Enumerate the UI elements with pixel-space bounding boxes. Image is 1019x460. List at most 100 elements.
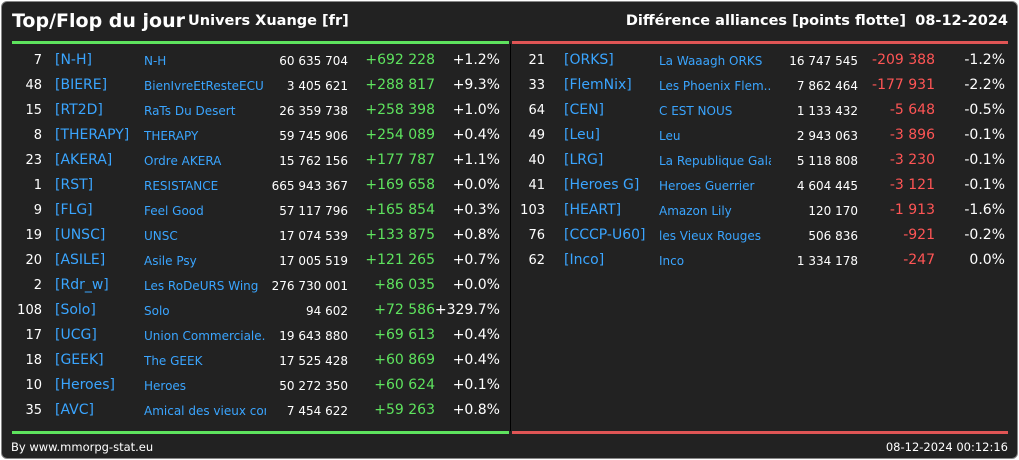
alliance-points: 1 334 178	[796, 254, 858, 268]
alliance-rank: 64	[528, 103, 545, 118]
alliance-tag-link[interactable]: [CEN]	[564, 102, 605, 118]
alliance-pct: -0.2%	[964, 227, 1005, 243]
alliance-name-link[interactable]: Heroes Guerrier	[659, 179, 755, 193]
alliance-name-link[interactable]: Les RoDeURS Wing	[144, 279, 259, 293]
alliance-diff: -3 230	[889, 152, 935, 168]
alliance-diff: +258 398	[365, 102, 435, 118]
alliance-rank: 41	[528, 178, 545, 193]
alliance-row: 18 [GEEK] The GEEK 17 525 428 +60 869 +0.4%	[2, 347, 509, 372]
page-title: Top/Flop du jour	[12, 10, 185, 32]
alliance-name-link[interactable]: BienIvreEtResteECU	[144, 79, 264, 93]
bottom-bar-green	[12, 431, 509, 434]
alliance-row: 64 [CEN] C EST NOUS 1 133 432 -5 648 -0.5%	[512, 97, 1017, 122]
alliance-row: 48 [BIERE] BienIvreEtResteECU 3 405 621 +288…	[2, 72, 509, 97]
alliance-tag-link[interactable]: [UCG]	[55, 327, 97, 343]
alliance-row: 35 [AVC] Amical des vieux con 7 454 622 +59 …	[2, 397, 509, 422]
alliance-name-link[interactable]: La Waaagh ORKS	[659, 54, 763, 68]
alliance-name-link[interactable]: Amazon Lily	[659, 204, 732, 218]
alliance-diff: +169 658	[365, 177, 435, 193]
alliance-tag-link[interactable]: [FLG]	[55, 202, 93, 218]
alliance-pct: +9.3%	[452, 77, 500, 93]
alliance-tag-link[interactable]: [RST]	[55, 177, 94, 193]
alliance-name-link[interactable]: RESISTANCE	[144, 179, 219, 193]
alliance-diff: +121 265	[365, 252, 435, 268]
header: Top/Flop du jour Univers Xuange [fr] Dif…	[2, 2, 1017, 40]
alliance-rank: 49	[528, 128, 545, 143]
alliance-tag-link[interactable]: [GEEK]	[55, 352, 104, 368]
alliance-name-link[interactable]: Amical des vieux con	[144, 404, 266, 418]
alliance-tag-link[interactable]: [Heroes]	[55, 377, 115, 393]
alliance-diff: +59 263	[374, 402, 435, 418]
alliance-tag-link[interactable]: [N-H]	[55, 52, 92, 68]
alliance-tag-link[interactable]: [RT2D]	[55, 102, 103, 118]
alliance-pct: -0.1%	[964, 177, 1005, 193]
alliance-tag-link[interactable]: [ASILE]	[55, 252, 106, 268]
alliance-name-link[interactable]: The GEEK	[144, 354, 203, 368]
alliance-name-link[interactable]: RaTs Du Desert	[144, 104, 236, 118]
alliance-rank: 7	[33, 53, 42, 68]
alliance-tag-link[interactable]: [Inco]	[564, 252, 605, 268]
alliance-tag-link[interactable]: [FlemNix]	[564, 77, 632, 93]
alliance-name-link[interactable]: N-H	[144, 54, 167, 68]
alliance-points: 16 747 545	[789, 54, 858, 68]
alliance-rank: 76	[528, 228, 545, 243]
alliance-rank: 18	[25, 353, 42, 368]
alliance-rank: 15	[25, 103, 42, 118]
alliance-points: 3 405 621	[286, 79, 348, 93]
alliance-name-link[interactable]: La Republique Gala...	[659, 154, 771, 168]
alliance-points: 665 943 367	[271, 179, 348, 193]
alliance-tag-link[interactable]: [Rdr_w]	[55, 277, 109, 293]
alliance-name-link[interactable]: Les Phoenix Flem...	[659, 79, 771, 93]
alliance-tag-link[interactable]: [UNSC]	[55, 227, 106, 243]
alliance-tag-link[interactable]: [Solo]	[55, 302, 96, 318]
alliance-pct: -1.6%	[964, 202, 1005, 218]
alliance-row: 1 [RST] RESISTANCE 665 943 367 +169 658 +0.0%	[2, 172, 509, 197]
alliance-name-link[interactable]: Heroes	[144, 379, 187, 393]
alliance-name-link[interactable]: Solo	[144, 304, 170, 318]
alliance-points: 94 602	[306, 304, 348, 318]
footer-timestamp: 08-12-2024 00:12:16	[885, 440, 1008, 454]
alliance-row: 62 [Inco] Inco 1 334 178 -247 0.0%	[512, 247, 1017, 272]
alliance-tag-link[interactable]: [AVC]	[55, 402, 94, 418]
alliance-name-link[interactable]: Ordre AKERA	[144, 154, 222, 168]
alliance-points: 276 730 001	[271, 279, 348, 293]
alliance-name-link[interactable]: Inco	[659, 254, 685, 268]
alliance-points: 57 117 796	[279, 204, 348, 218]
alliance-tag-link[interactable]: [BIERE]	[55, 77, 108, 93]
header-date: 08-12-2024	[915, 13, 1008, 29]
alliance-name-link[interactable]: THERAPY	[144, 129, 199, 143]
universe-label: Univers Xuange [fr]	[188, 13, 349, 29]
column-divider	[510, 44, 511, 431]
alliance-tag-link[interactable]: [HEART]	[564, 202, 622, 218]
alliance-rank: 17	[25, 328, 42, 343]
alliance-name-link[interactable]: UNSC	[144, 229, 178, 243]
alliance-diff: +86 035	[374, 277, 435, 293]
alliance-row: 76 [CCCP-U60] les Vieux Rouges 506 836 -921 -…	[512, 222, 1017, 247]
alliance-rank: 40	[528, 153, 545, 168]
alliance-name-link[interactable]: les Vieux Rouges	[659, 229, 761, 243]
alliance-name-link[interactable]: Union Commerciale...	[144, 329, 266, 343]
alliance-tag-link[interactable]: [Heroes G]	[564, 177, 640, 193]
alliance-pct: +329.7%	[434, 302, 500, 318]
alliance-name-link[interactable]: Feel Good	[144, 204, 204, 218]
alliance-tag-link[interactable]: [AKERA]	[55, 152, 113, 168]
alliance-tag-link[interactable]: [THERAPY]	[55, 127, 130, 143]
alliance-points: 4 604 445	[796, 179, 858, 193]
alliance-tag-link[interactable]: [Leu]	[564, 127, 600, 143]
alliance-tag-link[interactable]: [ORKS]	[564, 52, 614, 68]
top-bar-green	[12, 41, 509, 44]
alliance-name-link[interactable]: C EST NOUS	[659, 104, 733, 118]
alliance-row: 20 [ASILE] Asile Psy 17 005 519 +121 265 +0.7…	[2, 247, 509, 272]
alliance-name-link[interactable]: Leu	[659, 129, 681, 143]
alliance-rank: 2	[33, 278, 42, 293]
alliance-diff: +288 817	[365, 77, 435, 93]
alliance-row: 21 [ORKS] La Waaagh ORKS 16 747 545 -209 388…	[512, 47, 1017, 72]
alliance-pct: +1.1%	[452, 152, 500, 168]
alliance-pct: -1.2%	[964, 52, 1005, 68]
alliance-row: 19 [UNSC] UNSC 17 074 539 +133 875 +0.8%	[2, 222, 509, 247]
alliance-name-link[interactable]: Asile Psy	[144, 254, 197, 268]
alliance-diff: -247	[903, 252, 935, 268]
alliance-tag-link[interactable]: [CCCP-U60]	[564, 227, 646, 243]
alliance-tag-link[interactable]: [LRG]	[564, 152, 604, 168]
alliance-pct: +0.8%	[452, 402, 500, 418]
